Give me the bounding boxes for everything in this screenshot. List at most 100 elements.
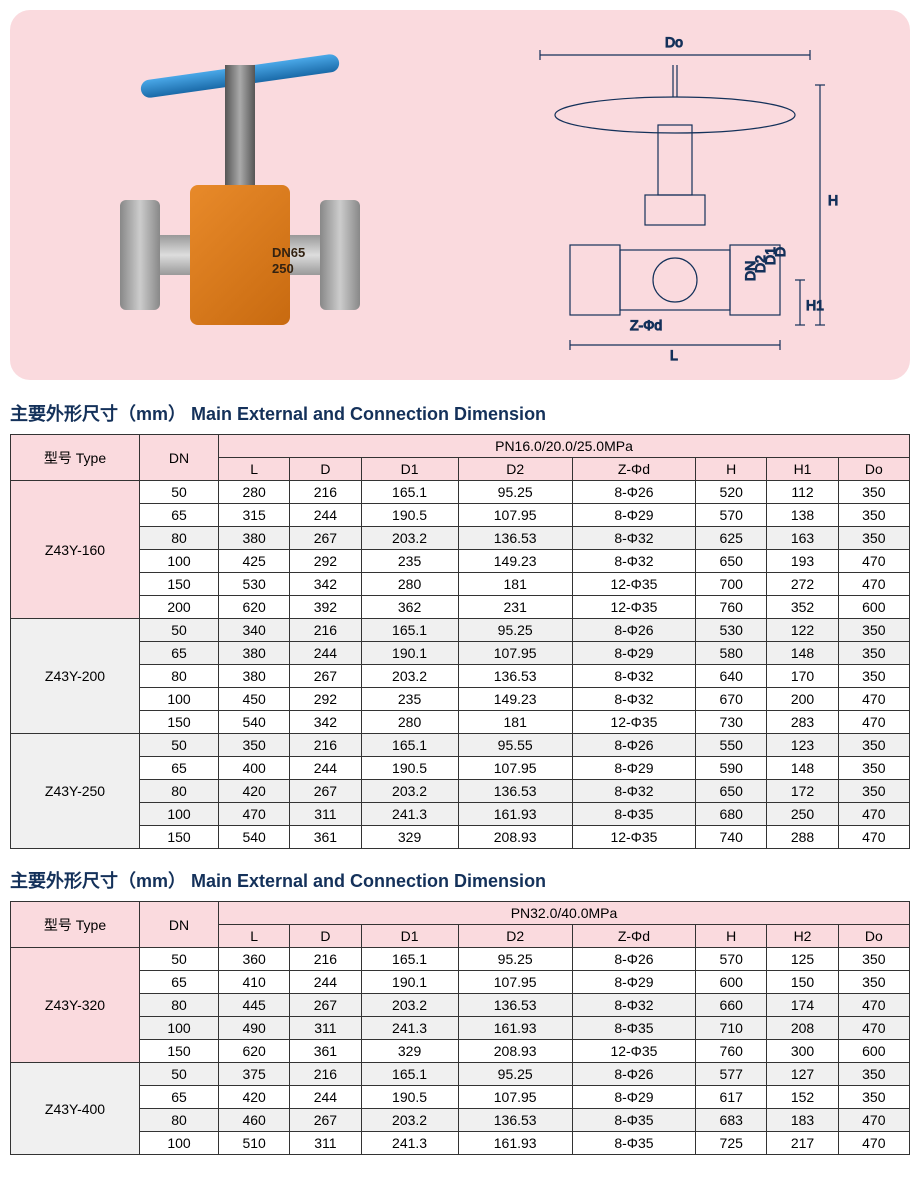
value-cell: 12-Φ35 xyxy=(572,573,695,596)
value-cell: 617 xyxy=(696,1086,767,1109)
col-header: L xyxy=(219,458,290,481)
col-header: H2 xyxy=(767,925,838,948)
value-cell: 244 xyxy=(290,757,361,780)
col-header: Do xyxy=(838,925,909,948)
value-cell: 410 xyxy=(219,971,290,994)
value-cell: 760 xyxy=(696,1040,767,1063)
value-cell: 107.95 xyxy=(458,1086,572,1109)
dn-cell: 80 xyxy=(140,1109,219,1132)
value-cell: 241.3 xyxy=(361,1017,458,1040)
value-cell: 8-Φ26 xyxy=(572,481,695,504)
value-cell: 760 xyxy=(696,596,767,619)
value-cell: 350 xyxy=(838,665,909,688)
dn-cell: 50 xyxy=(140,948,219,971)
dn-cell: 50 xyxy=(140,481,219,504)
value-cell: 244 xyxy=(290,1086,361,1109)
value-cell: 400 xyxy=(219,757,290,780)
value-cell: 670 xyxy=(696,688,767,711)
value-cell: 107.95 xyxy=(458,971,572,994)
value-cell: 283 xyxy=(767,711,838,734)
value-cell: 730 xyxy=(696,711,767,734)
value-cell: 8-Φ26 xyxy=(572,734,695,757)
dn-cell: 150 xyxy=(140,1040,219,1063)
dn-cell: 150 xyxy=(140,826,219,849)
value-cell: 123 xyxy=(767,734,838,757)
value-cell: 470 xyxy=(838,1132,909,1155)
dimension-table-2: 型号 TypeDNPN32.0/40.0MPaLDD1D2Z-ΦdHH2DoZ4… xyxy=(10,901,910,1155)
value-cell: 174 xyxy=(767,994,838,1017)
value-cell: 8-Φ29 xyxy=(572,504,695,527)
value-cell: 740 xyxy=(696,826,767,849)
value-cell: 580 xyxy=(696,642,767,665)
dn-cell: 50 xyxy=(140,1063,219,1086)
dn-cell: 65 xyxy=(140,504,219,527)
value-cell: 208.93 xyxy=(458,826,572,849)
dn-cell: 100 xyxy=(140,550,219,573)
value-cell: 350 xyxy=(838,948,909,971)
value-cell: 8-Φ32 xyxy=(572,665,695,688)
value-cell: 350 xyxy=(838,642,909,665)
value-cell: 136.53 xyxy=(458,1109,572,1132)
value-cell: 340 xyxy=(219,619,290,642)
value-cell: 470 xyxy=(219,803,290,826)
value-cell: 136.53 xyxy=(458,780,572,803)
value-cell: 470 xyxy=(838,688,909,711)
value-cell: 342 xyxy=(290,573,361,596)
value-cell: 127 xyxy=(767,1063,838,1086)
dimension-table-1: 型号 TypeDNPN16.0/20.0/25.0MPaLDD1D2Z-ΦdHH… xyxy=(10,434,910,849)
value-cell: 165.1 xyxy=(361,734,458,757)
value-cell: 161.93 xyxy=(458,1132,572,1155)
svg-text:Z-Φd: Z-Φd xyxy=(630,317,662,333)
value-cell: 190.1 xyxy=(361,642,458,665)
value-cell: 112 xyxy=(767,481,838,504)
value-cell: 12-Φ35 xyxy=(572,596,695,619)
product-image-panel: DN65 250 Do H xyxy=(10,10,910,380)
section2-title: 主要外形尺寸（mm） Main External and Connection … xyxy=(10,867,910,893)
value-cell: 183 xyxy=(767,1109,838,1132)
dn-cell: 100 xyxy=(140,1017,219,1040)
dn-cell: 65 xyxy=(140,642,219,665)
value-cell: 570 xyxy=(696,948,767,971)
value-cell: 350 xyxy=(838,1063,909,1086)
col-header: D xyxy=(290,458,361,481)
value-cell: 8-Φ32 xyxy=(572,994,695,1017)
value-cell: 650 xyxy=(696,780,767,803)
dn-cell: 100 xyxy=(140,688,219,711)
value-cell: 125 xyxy=(767,948,838,971)
col-dn: DN xyxy=(140,902,219,948)
value-cell: 150 xyxy=(767,971,838,994)
value-cell: 620 xyxy=(219,596,290,619)
value-cell: 244 xyxy=(290,971,361,994)
svg-text:H1: H1 xyxy=(806,297,824,313)
value-cell: 267 xyxy=(290,1109,361,1132)
value-cell: 8-Φ35 xyxy=(572,803,695,826)
value-cell: 470 xyxy=(838,1109,909,1132)
value-cell: 490 xyxy=(219,1017,290,1040)
value-cell: 380 xyxy=(219,665,290,688)
value-cell: 95.55 xyxy=(458,734,572,757)
value-cell: 193 xyxy=(767,550,838,573)
value-cell: 12-Φ35 xyxy=(572,1040,695,1063)
col-header: D2 xyxy=(458,925,572,948)
value-cell: 660 xyxy=(696,994,767,1017)
value-cell: 577 xyxy=(696,1063,767,1086)
value-cell: 235 xyxy=(361,688,458,711)
col-header: D1 xyxy=(361,925,458,948)
value-cell: 280 xyxy=(361,573,458,596)
value-cell: 267 xyxy=(290,527,361,550)
value-cell: 250 xyxy=(767,803,838,826)
value-cell: 8-Φ26 xyxy=(572,948,695,971)
value-cell: 107.95 xyxy=(458,642,572,665)
value-cell: 570 xyxy=(696,504,767,527)
type-cell: Z43Y-200 xyxy=(11,619,140,734)
type-cell: Z43Y-250 xyxy=(11,734,140,849)
value-cell: 288 xyxy=(767,826,838,849)
value-cell: 244 xyxy=(290,642,361,665)
value-cell: 8-Φ29 xyxy=(572,1086,695,1109)
col-header: D xyxy=(290,925,361,948)
dn-cell: 65 xyxy=(140,757,219,780)
col-dn: DN xyxy=(140,435,219,481)
value-cell: 683 xyxy=(696,1109,767,1132)
value-cell: 352 xyxy=(767,596,838,619)
value-cell: 350 xyxy=(838,734,909,757)
